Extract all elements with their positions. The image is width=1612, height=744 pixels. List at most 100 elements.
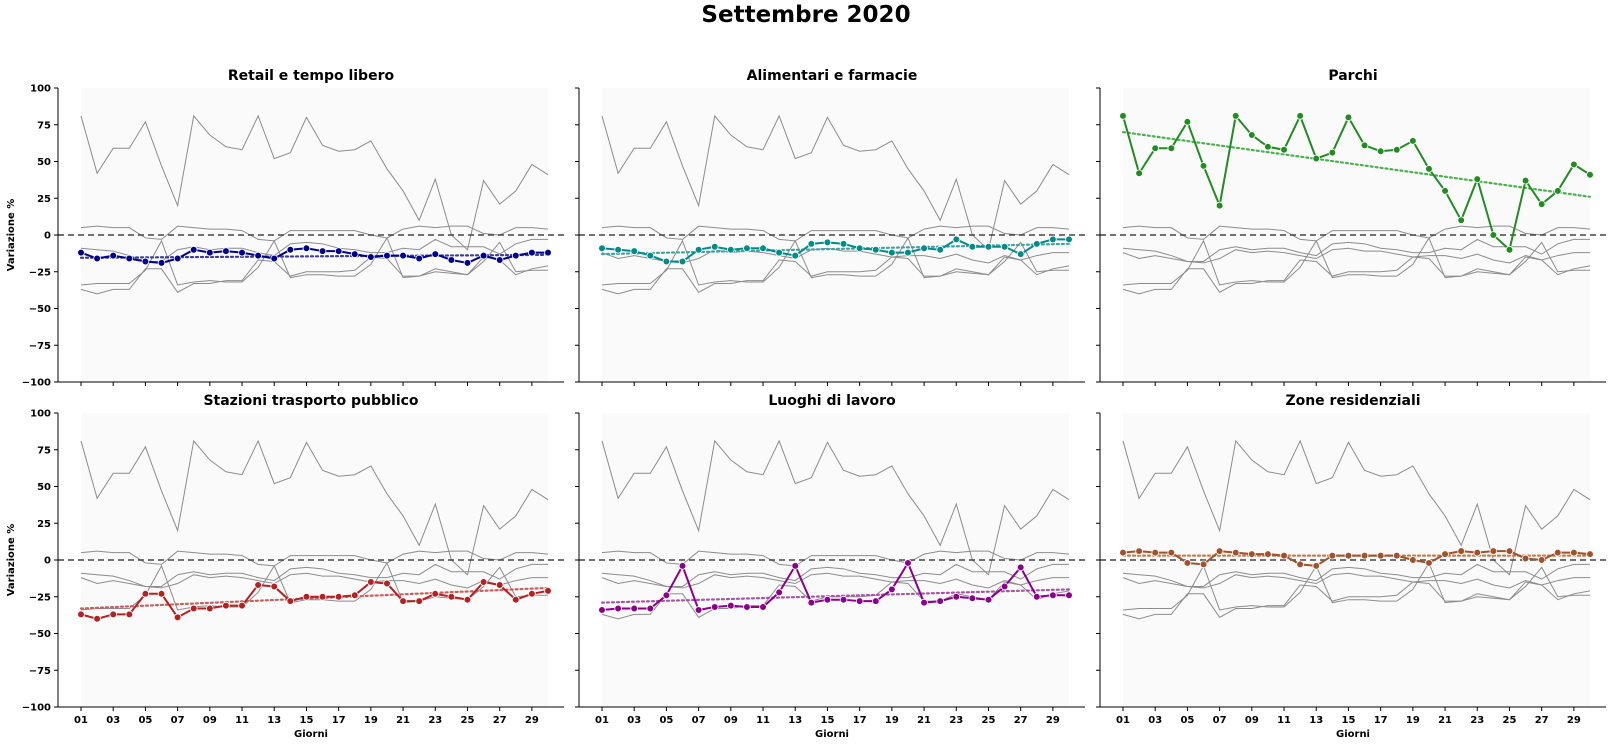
reference-line: [1122, 581, 1591, 620]
data-point: [1392, 145, 1401, 154]
x-tick-label: 11: [756, 715, 770, 726]
reference-line: [601, 114, 1070, 251]
data-point: [1392, 551, 1401, 560]
data-point: [743, 603, 751, 611]
panel-title: Parchi: [1328, 68, 1377, 84]
data-point: [93, 254, 101, 263]
x-tick-label: 25: [461, 715, 475, 726]
x-tick-label: 19: [1406, 715, 1420, 726]
data-point: [1360, 141, 1369, 150]
data-point: [367, 578, 375, 586]
data-point: [727, 245, 735, 254]
x-axis-label: Giorni: [815, 729, 849, 740]
data-point: [173, 613, 182, 622]
data-point: [1586, 170, 1594, 179]
data-point: [791, 562, 800, 570]
x-tick-label: 21: [396, 715, 410, 726]
x-tick-label: 11: [1277, 715, 1291, 726]
reference-line: [80, 236, 548, 286]
data-point: [839, 595, 848, 604]
data-point: [125, 254, 134, 263]
data-point: [109, 251, 118, 260]
y-tick-label: −100: [22, 378, 51, 389]
x-tick-label: 21: [1438, 715, 1452, 726]
data-point: [157, 259, 166, 267]
data-point: [936, 245, 944, 254]
x-tick-label: 09: [203, 715, 217, 726]
data-point: [1489, 547, 1498, 555]
data-point: [968, 242, 977, 251]
data-point: [743, 244, 751, 253]
data-point: [1016, 563, 1025, 572]
data-point: [173, 254, 182, 263]
data-point: [77, 248, 85, 257]
panel-3: Parchi: [1096, 68, 1606, 386]
reference-line: [601, 439, 1070, 576]
data-point: [189, 604, 198, 613]
data-point: [1328, 148, 1337, 157]
data-point: [415, 254, 423, 263]
data-point: [383, 251, 391, 260]
data-point: [431, 590, 440, 598]
reference-line: [601, 236, 1069, 286]
data-point: [1049, 235, 1057, 244]
data-point: [598, 244, 606, 253]
data-point: [1000, 582, 1009, 591]
data-point: [528, 590, 536, 598]
x-tick-label: 29: [1046, 715, 1060, 726]
data-point: [1119, 112, 1127, 120]
data-point: [367, 253, 375, 261]
data-point: [334, 592, 343, 601]
data-point: [791, 251, 800, 260]
y-axis-label: Variazione %: [6, 199, 17, 272]
data-point: [334, 247, 343, 255]
x-tick-label: 05: [659, 715, 673, 726]
data-point: [646, 251, 655, 260]
data-point: [399, 597, 407, 605]
x-tick-label: 17: [853, 715, 867, 726]
data-point: [1135, 169, 1143, 178]
x-tick-label: 15: [299, 715, 313, 726]
data-point: [1312, 562, 1321, 570]
data-point: [350, 591, 359, 600]
x-tick-label: 03: [106, 715, 120, 726]
reference-line: [80, 256, 549, 295]
x-tick-label: 17: [1374, 715, 1388, 726]
data-point: [968, 594, 977, 603]
reference-line: [1122, 256, 1591, 295]
data-point: [479, 578, 488, 586]
x-tick-label: 17: [332, 715, 346, 726]
data-point: [1151, 144, 1160, 153]
data-point: [871, 245, 880, 254]
data-point: [125, 610, 134, 619]
data-point: [1312, 154, 1321, 163]
data-point: [1049, 591, 1057, 600]
y-tick-label: 25: [37, 519, 51, 530]
reference-line: [80, 550, 549, 567]
data-point: [823, 595, 832, 604]
data-point: [1280, 551, 1288, 560]
x-tick-label: 01: [595, 715, 609, 726]
data-point: [1553, 187, 1562, 195]
data-point: [1553, 548, 1562, 557]
data-point: [630, 247, 639, 255]
data-point: [1360, 551, 1369, 560]
data-point: [1537, 200, 1546, 208]
y-tick-label: −75: [29, 341, 51, 352]
x-tick-label: 27: [1535, 715, 1549, 726]
x-tick-label: 29: [1567, 715, 1581, 726]
data-point: [528, 248, 536, 257]
y-tick-label: 25: [37, 194, 51, 205]
reference-line: [1122, 563, 1590, 587]
data-point: [1119, 548, 1127, 557]
data-point: [1183, 559, 1192, 567]
data-point: [888, 585, 896, 594]
data-point: [904, 248, 912, 257]
data-point: [399, 251, 407, 260]
panel-title: Zone residenziali: [1285, 393, 1420, 409]
data-point: [511, 595, 520, 604]
data-point: [495, 256, 504, 264]
reference-line: [1122, 439, 1591, 576]
data-point: [662, 591, 671, 600]
